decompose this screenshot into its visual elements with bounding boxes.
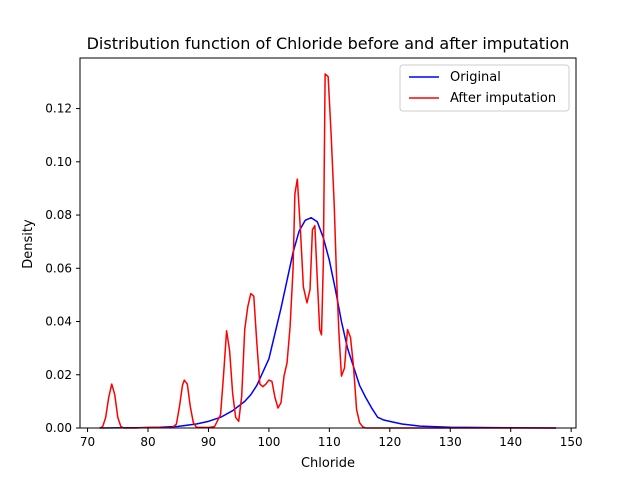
x-tick-label: 120 bbox=[378, 435, 401, 449]
x-axis-label: Chloride bbox=[301, 456, 355, 471]
plot-area: 70 80 90 100 110 120 130 140 150 0.00 0.02 0.04 0.06… bbox=[45, 57, 583, 449]
legend-label-1: Original bbox=[450, 70, 501, 85]
y-tick-label: 0.08 bbox=[45, 208, 72, 222]
axes-frame bbox=[79, 57, 577, 429]
x-tick-label: 140 bbox=[499, 435, 522, 449]
y-tick-label: 0.04 bbox=[45, 315, 72, 329]
x-tick-label: 80 bbox=[140, 435, 155, 449]
legend-box bbox=[399, 64, 570, 112]
y-axis-label: Density bbox=[21, 219, 36, 269]
y-tick-label: 0.10 bbox=[45, 155, 72, 169]
x-tick-label: 100 bbox=[257, 435, 280, 449]
chart-title: Distribution function of Chloride before… bbox=[87, 34, 570, 53]
y-tick-label: 0.06 bbox=[45, 261, 72, 275]
series-line-2 bbox=[99, 73, 557, 429]
y-tick-label: 0.12 bbox=[45, 102, 72, 116]
legend-label-2: After imputation bbox=[450, 91, 556, 106]
x-tick-label: 110 bbox=[318, 435, 341, 449]
series-line-1 bbox=[99, 216, 557, 429]
x-tick-label: 90 bbox=[201, 435, 216, 449]
x-tick-label: 150 bbox=[560, 435, 583, 449]
x-tick-label: 130 bbox=[439, 435, 462, 449]
y-tick-label: 0.02 bbox=[45, 368, 72, 382]
legend: Original After imputation bbox=[399, 64, 570, 112]
y-tick-label: 0.00 bbox=[45, 421, 72, 435]
x-tick-label: 70 bbox=[80, 435, 95, 449]
